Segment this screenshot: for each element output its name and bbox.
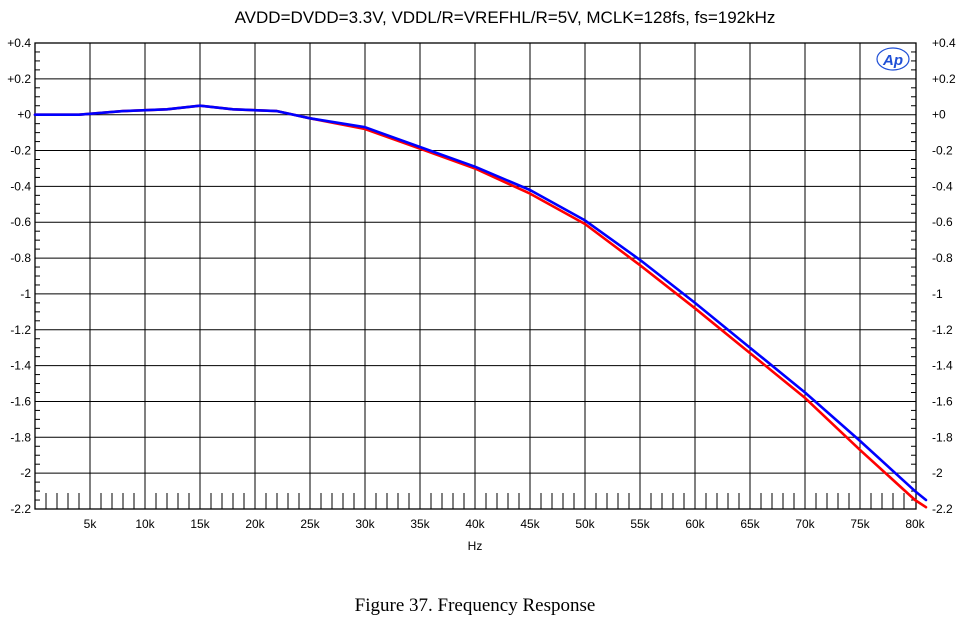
x-tick-label: 45k [520, 517, 540, 531]
y-tick-label-right: -1.6 [932, 394, 953, 408]
y-tick-label-right: -0.8 [932, 251, 953, 265]
x-tick-label: 80k [905, 517, 925, 531]
y-tick-label-left: -1.8 [10, 430, 31, 444]
y-tick-label-right: -2 [932, 466, 943, 480]
x-tick-label: 10k [135, 517, 155, 531]
ap-logo: Ap [876, 47, 910, 71]
x-tick-label: 15k [190, 517, 210, 531]
x-tick-label: 55k [630, 517, 650, 531]
y-tick-label-left: +0.2 [7, 72, 31, 86]
series-line-2 [33, 104, 928, 502]
y-tick-label-right: +0 [932, 108, 946, 122]
x-tick-label: 35k [410, 517, 430, 531]
x-tick-label: 20k [245, 517, 265, 531]
y-tick-label-right: +0.4 [932, 36, 956, 50]
y-tick-label-left: -0.6 [10, 215, 31, 229]
y-tick-label-left: -0.8 [10, 251, 31, 265]
grid [35, 43, 916, 509]
x-tick-label: 75k [850, 517, 870, 531]
minor-ticks [35, 51, 916, 509]
y-tick-label-right: -0.2 [932, 144, 953, 158]
y-tick-label-left: -0.4 [10, 179, 31, 193]
ap-logo-ring [876, 47, 910, 71]
y-tick-label-left: -1.2 [10, 323, 31, 337]
y-tick-label-right: -1.8 [932, 430, 953, 444]
y-tick-label-left: -1.6 [10, 394, 31, 408]
y-tick-label-right: -0.4 [932, 179, 953, 193]
x-tick-label: 60k [685, 517, 705, 531]
y-tick-label-right: -1 [932, 287, 943, 301]
tick-labels: 5k 10k 15k 20k 25k 30k 35k 40k 45k 50k 55k 60k 65k 70… [7, 36, 956, 531]
figure-caption: Figure 37. Frequency Response [355, 595, 596, 616]
y-tick-label-right: +0.2 [932, 72, 956, 86]
y-tick-label-left: -2.2 [10, 502, 31, 516]
series-layer [33, 104, 928, 509]
x-tick-label: 70k [795, 517, 815, 531]
x-tick-label: 65k [740, 517, 760, 531]
y-tick-label-left: +0.4 [7, 36, 31, 50]
y-tick-label-right: -1.2 [932, 323, 953, 337]
y-tick-label-right: -2.2 [932, 502, 953, 516]
y-tick-label-left: -1.4 [10, 359, 31, 373]
x-tick-label: 5k [84, 517, 98, 531]
y-tick-label-left: -0.2 [10, 144, 31, 158]
y-tick-label-left: -2 [20, 466, 31, 480]
y-tick-label-right: -1.4 [932, 359, 953, 373]
chart-title: AVDD=DVDD=3.3V, VDDL/R=VREFHL/R=5V, MCLK… [235, 8, 776, 27]
x-tick-label: 50k [575, 517, 595, 531]
y-tick-label-left: -1 [20, 287, 31, 301]
y-tick-label-left: +0 [17, 108, 31, 122]
ap-logo-text: Ap [882, 52, 903, 69]
x-axis-label: Hz [468, 539, 483, 553]
y-tick-label-right: -0.6 [932, 215, 953, 229]
x-tick-label: 40k [465, 517, 485, 531]
x-tick-label: 25k [300, 517, 320, 531]
x-tick-label: 30k [355, 517, 375, 531]
